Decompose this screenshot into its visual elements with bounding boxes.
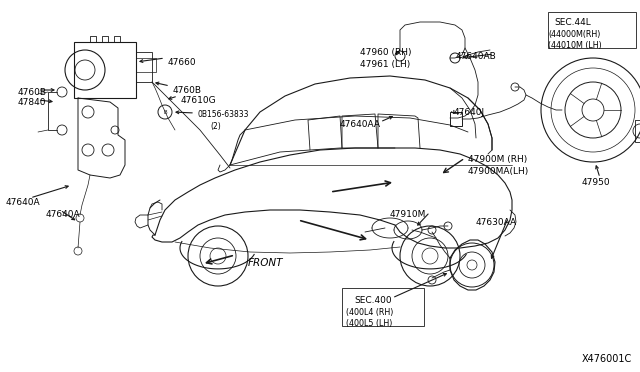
- Text: (2): (2): [210, 122, 221, 131]
- Text: B: B: [163, 109, 167, 115]
- Bar: [548, 12, 636, 48]
- Text: FRONT: FRONT: [248, 258, 284, 268]
- Text: 47960 (RH): 47960 (RH): [360, 48, 412, 57]
- Text: 4760B: 4760B: [18, 88, 47, 97]
- Text: 47610G: 47610G: [181, 96, 216, 105]
- Text: 47660: 47660: [168, 58, 196, 67]
- Text: X476001C: X476001C: [582, 354, 632, 364]
- Text: 47640A: 47640A: [6, 198, 40, 207]
- Text: 47910M: 47910M: [390, 210, 426, 219]
- Text: 47640A: 47640A: [46, 210, 81, 219]
- Text: 47640J: 47640J: [454, 108, 485, 117]
- Bar: [635, 120, 640, 142]
- Text: SEC.400: SEC.400: [354, 296, 392, 305]
- Text: (44010M (LH): (44010M (LH): [548, 41, 602, 50]
- Text: (400L5 (LH): (400L5 (LH): [346, 319, 392, 328]
- Bar: [136, 58, 156, 72]
- Text: 47840: 47840: [18, 98, 47, 107]
- Text: 47900M (RH): 47900M (RH): [468, 155, 527, 164]
- Text: 0B156-63833: 0B156-63833: [198, 110, 250, 119]
- Text: (400L4 (RH): (400L4 (RH): [346, 308, 394, 317]
- Bar: [136, 52, 152, 82]
- Bar: [342, 288, 424, 326]
- Text: 47961 (LH): 47961 (LH): [360, 60, 410, 69]
- Text: 47630AA: 47630AA: [476, 218, 517, 227]
- Bar: [74, 42, 136, 98]
- Bar: [450, 112, 462, 126]
- Text: SEC.44L: SEC.44L: [554, 18, 591, 27]
- Text: 47950: 47950: [582, 178, 611, 187]
- Text: 47640AA: 47640AA: [340, 120, 381, 129]
- Text: 47640AB: 47640AB: [456, 52, 497, 61]
- Text: 4760B: 4760B: [173, 86, 202, 95]
- Text: (44000M(RH): (44000M(RH): [548, 30, 600, 39]
- Text: 47900MA(LH): 47900MA(LH): [468, 167, 529, 176]
